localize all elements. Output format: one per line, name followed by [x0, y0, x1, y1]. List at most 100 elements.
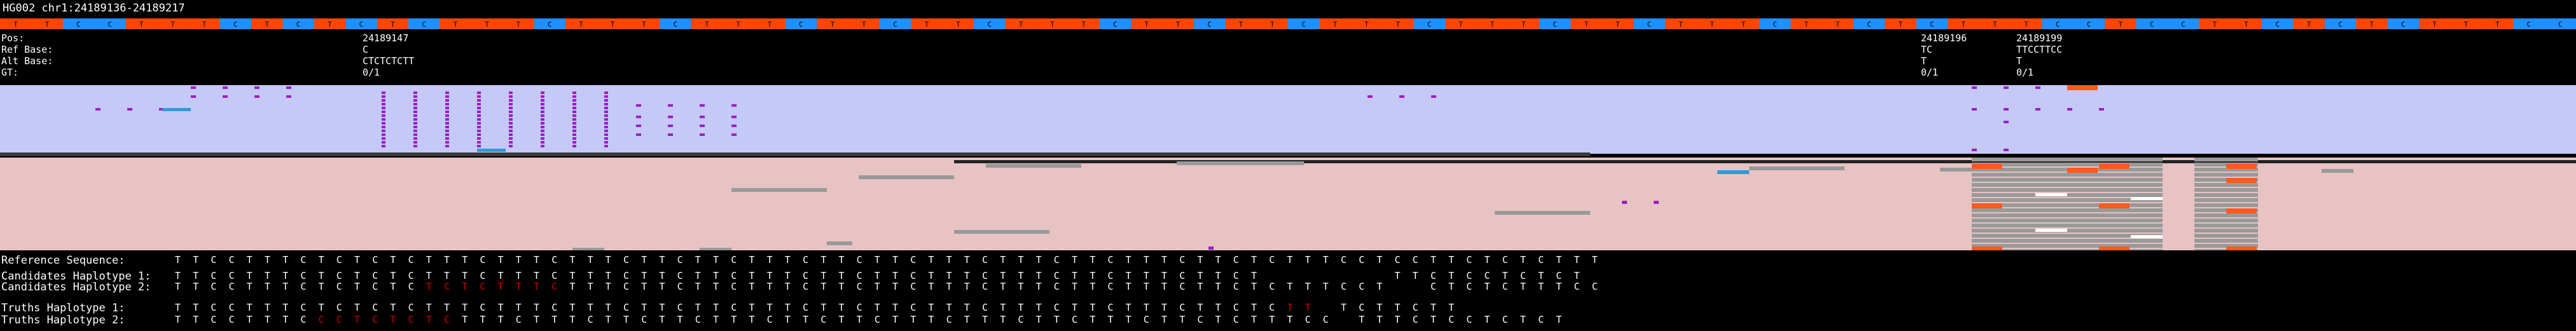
- insertion-mark: [1622, 201, 1627, 204]
- haplotype-base: T: [265, 270, 270, 281]
- haplotype-base: C: [1233, 314, 1239, 325]
- insertion-mark: [668, 133, 673, 136]
- ref-base-cell: [691, 18, 723, 29]
- haplotype-base: T: [462, 270, 467, 281]
- read-bar: [731, 188, 827, 192]
- haplotype-base: C: [1018, 314, 1023, 325]
- haplotype-base: T: [1269, 314, 1275, 325]
- ref-base-letter: T: [1616, 20, 1620, 29]
- ref-base-letter: T: [1239, 20, 1243, 29]
- haplotype-base: C: [803, 302, 808, 313]
- haplotype-base: C: [319, 314, 324, 325]
- haplotype-base: T: [659, 254, 665, 266]
- read-bar: [2194, 193, 2258, 197]
- haplotype-base: T: [1251, 302, 1257, 313]
- ref-base-letter: T: [1050, 20, 1055, 29]
- insertion-mark: [509, 107, 513, 109]
- read-bar: [1972, 178, 2163, 182]
- haplotype-base: T: [767, 254, 773, 266]
- ref-base-cell: [2136, 18, 2168, 29]
- haplotype-base: C: [1233, 270, 1239, 281]
- insertion-mark: [477, 141, 481, 144]
- read-pileup-panel[interactable]: [0, 85, 2576, 250]
- alt-base-label: Alt Base:: [1, 55, 53, 67]
- insertion-mark: [509, 145, 513, 147]
- insertion-mark: [509, 126, 513, 128]
- ref-base-letter: T: [862, 20, 866, 29]
- insertion-mark: [413, 130, 417, 132]
- haplotype-base: C: [1502, 254, 1508, 266]
- haplotype-base: C: [857, 302, 862, 313]
- haplotype-base: T: [426, 254, 432, 266]
- haplotype-base: T: [695, 254, 701, 266]
- ref-base-cell: [94, 18, 127, 29]
- haplotype-base: T: [282, 270, 288, 281]
- haplotype-base: C: [480, 270, 485, 281]
- ref-base-cell: [2293, 18, 2325, 29]
- haplotype-base: T: [175, 270, 181, 281]
- ref-base-cell: [1099, 18, 1132, 29]
- region-title: HG002 chr1:24189136-24189217: [3, 2, 185, 15]
- insertion-mark: [572, 141, 576, 144]
- insertion-mark: [477, 145, 481, 147]
- insertion-mark: [572, 114, 576, 117]
- haplotype-base: C: [803, 254, 808, 266]
- haplotype-base: C: [300, 270, 306, 281]
- read-bar: [1972, 249, 2163, 250]
- insertion-mark: [445, 103, 449, 105]
- ref-base-cell: [754, 18, 786, 29]
- haplotype-base: T: [1144, 302, 1149, 313]
- haplotype-base: C: [623, 302, 629, 313]
- haplotype-base: T: [1126, 314, 1132, 325]
- haplotype-base: T: [1000, 270, 1006, 281]
- haplotype-base: T: [1215, 314, 1221, 325]
- haplotype-base: T: [390, 314, 396, 325]
- insertion-mark: [572, 130, 576, 132]
- haplotype-base: C: [695, 314, 701, 325]
- haplotype-base: T: [928, 302, 934, 313]
- insertion-mark: [572, 111, 576, 113]
- insertion-mark: [541, 118, 544, 121]
- read-bar: [986, 164, 1081, 168]
- read-gap: [2131, 197, 2163, 200]
- haplotype-base: T: [319, 281, 324, 292]
- haplotype-base: T: [1305, 302, 1311, 313]
- ref-base-cell: [1885, 18, 1917, 29]
- ref-base-cell: [2042, 18, 2074, 29]
- ref-base-letter: T: [2024, 20, 2028, 29]
- haplotype-base: T: [498, 302, 504, 313]
- insertion-mark: [604, 130, 608, 132]
- haplotype-base: C: [1466, 314, 1472, 325]
- ref-base-cell: [1319, 18, 1352, 29]
- haplotype-base: T: [569, 314, 575, 325]
- haplotype-base: T: [1430, 314, 1436, 325]
- insertion-mark: [382, 130, 385, 132]
- ref-base-letter: T: [391, 20, 395, 29]
- haplotype-base: C: [1413, 254, 1418, 266]
- haplotype-base: C: [1179, 281, 1185, 292]
- ref-base-cell: [974, 18, 1006, 29]
- insertion-mark: [445, 130, 449, 132]
- mismatch-mark: [2099, 164, 2129, 169]
- haplotype-base: T: [606, 314, 611, 325]
- haplotype-base: T: [659, 281, 665, 292]
- haplotype-base: T: [390, 254, 396, 266]
- haplotype-base: T: [426, 270, 432, 281]
- haplotype-base: C: [910, 281, 916, 292]
- insertion-mark: [382, 114, 385, 117]
- ref-base-cell: [1225, 18, 1257, 29]
- haplotype-base: T: [1448, 254, 1454, 266]
- insertion-mark: [191, 86, 196, 89]
- insertion-mark: [509, 91, 513, 94]
- ref-base-cell: [2544, 18, 2576, 29]
- haplotype-base: T: [588, 281, 593, 292]
- haplotype-base: C: [551, 270, 557, 281]
- insertion-mark: [572, 133, 576, 136]
- ref-base-letter: C: [674, 20, 678, 29]
- haplotype-base: T: [1197, 281, 1203, 292]
- insertion-mark: [541, 114, 544, 117]
- insertion-mark: [413, 118, 417, 121]
- ref-base-letter: T: [1804, 20, 1809, 29]
- ref-base-cell: [1696, 18, 1728, 29]
- haplotype-base: T: [498, 281, 504, 292]
